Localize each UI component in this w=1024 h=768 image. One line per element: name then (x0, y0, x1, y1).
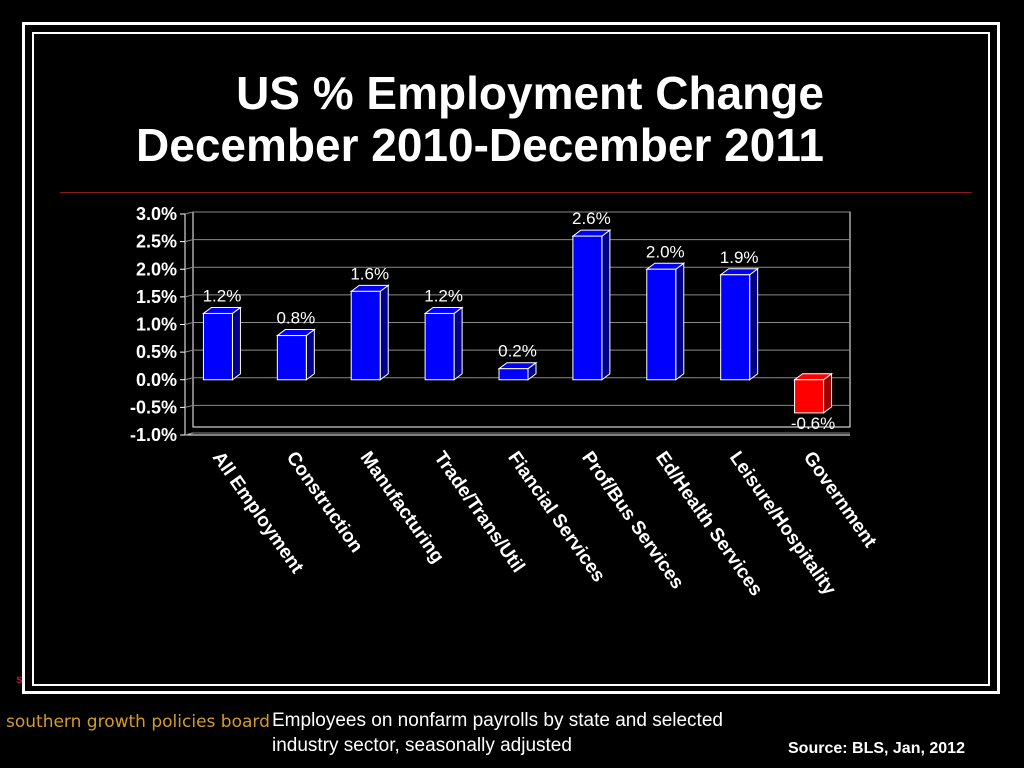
gridline-side (184, 432, 194, 436)
data-label: 1.9% (720, 248, 759, 267)
bar-side (749, 267, 759, 381)
bar (424, 312, 455, 381)
gridline-side (184, 322, 194, 325)
bar (350, 290, 381, 381)
data-label: 2.6% (572, 209, 611, 228)
y-tick-label: 2.5% (136, 232, 177, 252)
bar (720, 274, 751, 381)
bar (794, 379, 825, 414)
y-tick-label: -0.5% (130, 397, 177, 417)
slide-title-line1: US % Employment Change (236, 67, 824, 119)
bar (276, 335, 307, 381)
data-label: -0.6% (791, 414, 835, 433)
gridline-side (184, 404, 194, 408)
bar-side (453, 306, 463, 381)
bar-side (379, 284, 389, 381)
chart-footnote: Employees on nonfarm payrolls by state a… (272, 710, 723, 756)
slide-title-line2: December 2010-December 2011 (136, 119, 824, 171)
y-tick-label: 1.5% (136, 287, 177, 307)
organization-logo: southern growth policies board (6, 712, 270, 732)
bar (572, 235, 603, 381)
gridline-side (184, 266, 194, 270)
gridline-side (184, 211, 194, 215)
logo-mark: s (16, 672, 23, 686)
gridline-side (184, 239, 194, 243)
data-label: 1.2% (424, 286, 463, 305)
source-note: Source: BLS, Jan, 2012 (788, 740, 965, 757)
bar-side (675, 262, 685, 381)
bar-side (601, 229, 611, 381)
data-label: 1.6% (350, 264, 389, 283)
bar (498, 368, 529, 381)
gridline-side (184, 294, 194, 298)
y-tick-label: 2.0% (136, 259, 177, 279)
bar-side (823, 372, 833, 414)
bar (202, 312, 233, 381)
y-tick-label: 0.0% (136, 370, 177, 390)
y-tick-label: 0.5% (136, 342, 177, 362)
y-tick-label: 3.0% (136, 204, 177, 224)
category-label: Government (799, 448, 881, 552)
slide-frame-inner (32, 32, 990, 686)
y-tick-label: 1.0% (136, 315, 177, 335)
data-label: 0.8% (276, 309, 315, 328)
category-label: Construction (282, 448, 367, 557)
gridline-side (184, 377, 194, 381)
data-label: 0.2% (498, 342, 537, 361)
bar-side (305, 328, 315, 381)
data-label: 1.2% (203, 286, 242, 305)
title-divider (60, 192, 972, 193)
slide-frame-outer (22, 22, 1000, 694)
data-label: 2.0% (646, 242, 685, 261)
bar-side (231, 306, 241, 381)
gridline-side (184, 349, 194, 353)
bar (646, 268, 677, 381)
y-tick-label: -1.0% (130, 425, 177, 445)
